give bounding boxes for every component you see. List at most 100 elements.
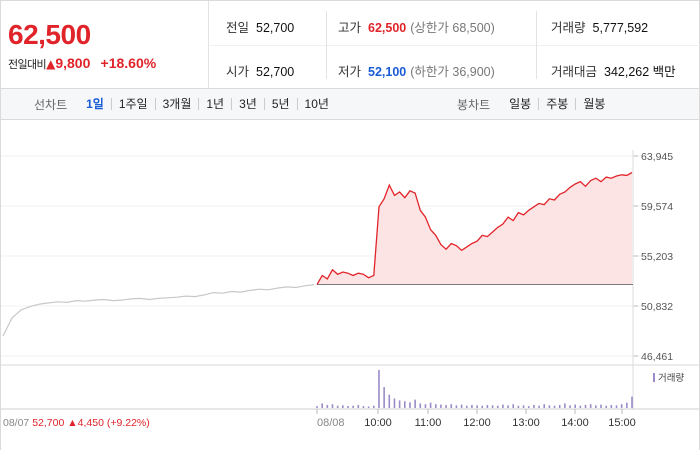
tab-3year[interactable]: 3년 — [231, 98, 264, 110]
stat-high-label: 고가 — [338, 21, 362, 35]
volume-bar — [347, 406, 349, 408]
change-amount: 9,800 — [55, 55, 91, 71]
x-tick-label: 08/08 — [317, 417, 345, 429]
stat-lower-limit: (하한가 36,900) — [410, 65, 495, 79]
candle-chart-label: 봉차트 — [457, 97, 491, 112]
y-tick-label: 55,203 — [641, 251, 673, 263]
change-line: 전일대비▲9,800 +18.60% — [8, 55, 156, 72]
volume-bar — [471, 404, 473, 408]
prev-day-change-pct: (+9.22%) — [107, 417, 150, 429]
candle-chart-tabs: 봉차트 일봉 주봉 월봉 — [457, 89, 612, 119]
volume-bar — [558, 404, 561, 408]
stat-volume-label: 거래량 — [551, 21, 586, 35]
stat-high: 고가 62,500 (상한가 68,500) — [338, 17, 495, 36]
tab-weekly-candle[interactable]: 주봉 — [538, 98, 575, 110]
stat-volume-value: 5,777,592 — [592, 21, 649, 35]
stat-high-value: 62,500 — [368, 21, 407, 35]
volume-bar — [378, 370, 380, 408]
chart-gridlines — [1, 150, 699, 410]
stat-volume: 거래량 5,777,592 — [551, 17, 648, 36]
tab-1year[interactable]: 1년 — [198, 98, 231, 110]
volume-bar — [533, 404, 535, 408]
volume-bar — [491, 405, 494, 408]
volume-bar — [543, 404, 546, 408]
tab-10year[interactable]: 10년 — [296, 98, 336, 110]
stat-trade-value-value: 342,262 백만 — [604, 65, 676, 79]
tab-3month[interactable]: 3개월 — [154, 98, 199, 110]
today-area-fill — [317, 172, 632, 285]
stat-upper-limit: (상한가 68,500) — [410, 21, 495, 35]
y-tick-label: 46,461 — [641, 351, 673, 363]
volume-bar — [610, 404, 613, 408]
volume-bar — [579, 405, 582, 408]
volume-bar — [352, 405, 354, 408]
volume-bar — [574, 404, 576, 408]
volume-bar — [538, 405, 540, 408]
chart-period-tabs: 선차트 1일 1주일 3개월 1년 3년 5년 10년 봉차트 일봉 주봉 월봉 — [0, 88, 700, 120]
prev-day-close: 52,700 — [32, 417, 67, 429]
volume-bar — [569, 405, 571, 408]
tab-1day[interactable]: 1일 — [86, 97, 104, 111]
volume-bar — [342, 405, 344, 408]
x-tick-label: 15:00 — [608, 417, 636, 429]
line-chart-label: 선차트 — [34, 97, 68, 112]
volume-bar — [326, 404, 329, 408]
y-tick-label: 50,832 — [641, 301, 673, 313]
volume-bar — [434, 404, 437, 408]
volume-bar — [548, 405, 551, 408]
quote-stats: 전일 52,700 시가 52,700 고가 62,500 (상한가 68,500) 저… — [210, 1, 700, 89]
volume-bar — [460, 404, 463, 408]
quote-header: 62,500 전일대비▲9,800 +18.60% 전일 52,700 시가 52,… — [0, 0, 700, 89]
volume-bar — [605, 405, 607, 408]
stat-prev-close-label: 전일 — [226, 21, 250, 35]
stat-open-value: 52,700 — [256, 65, 295, 79]
volume-bar — [393, 398, 396, 408]
stat-low-label: 저가 — [338, 65, 362, 79]
x-tick-label: 10:00 — [364, 417, 392, 429]
volume-bar — [414, 399, 416, 408]
stat-prev-close: 전일 52,700 — [226, 17, 294, 36]
volume-bar — [615, 405, 618, 408]
volume-bar — [445, 404, 447, 408]
volume-bar — [584, 404, 587, 408]
volume-bar — [564, 403, 566, 408]
prev-day-change: 4,450 — [78, 417, 107, 429]
volume-bar — [367, 406, 370, 408]
price-chart-area: 63,945 59,574 55,203 50,832 46,461 거래량 08/08… — [0, 120, 700, 450]
prev-day-price-line — [2, 284, 315, 337]
stats-row-divider — [210, 45, 700, 46]
x-tick-label: 13:00 — [512, 417, 540, 429]
y-axis-labels: 63,945 59,574 55,203 50,832 46,461 — [641, 151, 673, 363]
tab-1week[interactable]: 1주일 — [110, 98, 155, 110]
today-price-line — [316, 171, 633, 285]
volume-bar — [331, 404, 334, 408]
volume-bar — [373, 405, 375, 408]
volume-bar — [455, 405, 458, 408]
price-chart[interactable]: 63,945 59,574 55,203 50,832 46,461 거래량 08/08… — [1, 120, 699, 450]
stat-open: 시가 52,700 — [226, 61, 294, 80]
line-chart-tabs: 선차트 1일 1주일 3개월 1년 3년 5년 10년 — [34, 89, 336, 119]
volume-bars: 거래량 — [316, 370, 684, 408]
x-axis-labels: 08/08 10:00 11:00 12:00 13:00 14:00 15:00 08/07… — [1, 408, 699, 429]
stat-low-value: 52,100 — [368, 65, 407, 79]
x-tick-label: 12:00 — [463, 417, 491, 429]
volume-legend-swatch — [653, 373, 655, 382]
volume-bar — [507, 405, 509, 408]
volume-bar — [522, 405, 525, 408]
volume-bar — [450, 404, 453, 408]
volume-bar — [403, 401, 406, 408]
volume-bar — [476, 405, 478, 408]
volume-bar — [553, 405, 556, 408]
tab-5year[interactable]: 5년 — [263, 98, 297, 110]
volume-bar — [496, 405, 499, 408]
volume-bar — [383, 387, 385, 408]
volume-bar — [595, 405, 597, 408]
tab-monthly-candle[interactable]: 월봉 — [575, 98, 612, 110]
stat-low: 저가 52,100 (하한가 36,900) — [338, 61, 495, 80]
volume-bar — [429, 402, 432, 408]
volume-bar — [517, 405, 520, 408]
tab-daily-candle[interactable]: 일봉 — [509, 97, 532, 111]
up-arrow-icon: ▲ — [46, 57, 56, 71]
volume-bar — [626, 402, 628, 408]
